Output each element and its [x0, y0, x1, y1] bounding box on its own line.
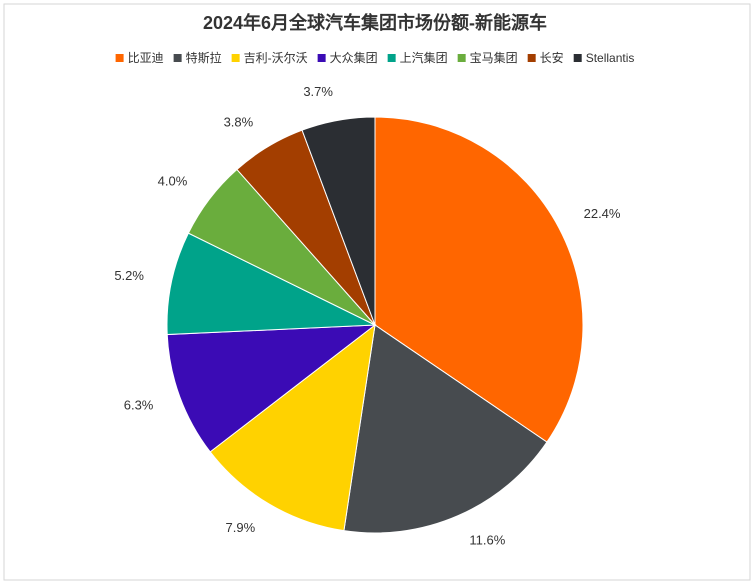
legend-label: Stellantis	[586, 51, 635, 65]
data-label: 3.7%	[303, 84, 333, 99]
data-label: 3.8%	[224, 114, 254, 129]
legend-swatch	[231, 54, 240, 62]
legend-label: 大众集团	[330, 50, 378, 65]
pie-slice	[166, 232, 376, 336]
data-label: 6.3%	[124, 398, 154, 413]
legend-label: 上汽集团	[400, 50, 448, 65]
legend-swatch	[527, 54, 536, 62]
chart-title: 2024年6月全球汽车集团市场份额-新能源车	[203, 12, 547, 33]
legend-label: 特斯拉	[186, 50, 222, 65]
pie-slice	[343, 324, 548, 534]
legend-swatch	[457, 54, 466, 62]
data-label: 11.6%	[469, 533, 505, 548]
data-label: 4.0%	[158, 173, 188, 188]
pie-slice	[374, 116, 584, 443]
data-label: 5.2%	[114, 268, 144, 283]
pie-slice	[166, 324, 377, 453]
data-label: 7.9%	[226, 520, 256, 535]
legend-label: 比亚迪	[128, 51, 164, 65]
legend-swatch	[573, 54, 582, 62]
legend-label: 宝马集团	[470, 50, 518, 65]
legend-label: 吉利-沃尔沃	[244, 50, 308, 65]
legend-swatch	[317, 54, 326, 62]
pie-slice	[209, 323, 376, 532]
pie-slice	[301, 116, 376, 326]
legend-label: 长安	[540, 50, 564, 65]
data-label: 22.4%	[584, 206, 621, 221]
legend-swatch	[115, 54, 124, 62]
legend-swatch	[387, 54, 396, 62]
legend-swatch	[173, 54, 182, 62]
